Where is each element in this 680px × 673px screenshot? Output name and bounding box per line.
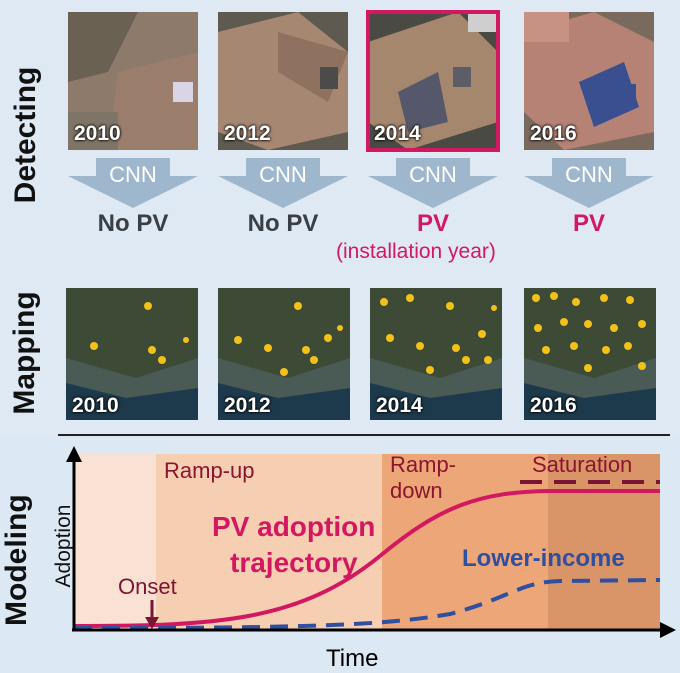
pv-trajectory-label-line1: PV adoption [212,511,375,542]
cnn-arrow [218,158,348,208]
x-axis-arrow-icon [660,622,676,638]
satellite-thumbnail-2012[interactable]: 2012 [218,12,348,150]
pv-trajectory-label-line2: trajectory [230,547,358,578]
pv-map-2016[interactable]: 2016 [524,288,656,420]
section-divider [58,434,670,436]
result-label: No PV [97,210,169,237]
lower-income-label: Lower-income [462,545,625,572]
pv-adoption-curve [73,489,660,628]
thumbnail-year: 2010 [74,122,121,145]
detecting-section-label: Detecting [9,66,42,204]
map-year: 2014 [376,394,423,417]
installation-year-note: (installation year) [336,240,496,263]
x-axis-label: Time [326,645,378,672]
y-axis-arrow-icon [66,446,82,462]
phase-onset-region [74,454,156,630]
mapping-panel: Mapping 2010 2012 [0,276,680,436]
onset-label: Onset [118,574,177,599]
ramp-up-label: Ramp-up [164,458,254,483]
pv-map-2012[interactable]: 2012 [218,288,350,420]
pv-map-2014[interactable]: 2014 [370,288,502,420]
map-year: 2010 [72,394,119,417]
saturation-label: Saturation [532,452,632,477]
detecting-panel: Detecting 2010 2012 2014 [0,0,680,276]
phase-ramp-up-region [156,454,382,630]
thumbnail-year: 2012 [224,122,271,145]
cnn-arrow [524,158,654,208]
cnn-label: CNN [259,162,307,187]
satellite-thumbnail-2014[interactable]: 2014 [366,10,500,152]
result-label: No PV [247,210,319,237]
satellite-thumbnail-2016[interactable]: 2016 [524,12,654,150]
cnn-label: CNN [565,162,613,187]
satellite-thumbnail-2010[interactable]: 2010 [68,12,198,150]
thumbnail-year: 2016 [530,122,577,145]
modeling-panel: Modeling Adoption Ramp-up Ramp- down Sat… [0,436,680,673]
cnn-arrow [68,158,198,208]
map-year: 2016 [530,394,577,417]
lower-income-curve [73,578,661,630]
cnn-label: CNN [409,162,457,187]
thumbnail-year: 2014 [374,122,421,145]
map-year: 2012 [224,394,271,417]
ramp-down-label-line2: down [390,478,443,503]
mapping-section-label: Mapping [8,291,41,415]
ramp-down-label-line1: Ramp- [390,452,456,477]
adoption-chart: Ramp-up Ramp- down Saturation PV adoptio… [66,446,676,672]
cnn-arrow [368,158,498,208]
result-label: PV [572,210,605,237]
onset-arrow-icon [145,617,159,629]
result-label: PV [416,210,449,237]
pv-map-2010[interactable]: 2010 [66,288,198,420]
cnn-label: CNN [109,162,157,187]
